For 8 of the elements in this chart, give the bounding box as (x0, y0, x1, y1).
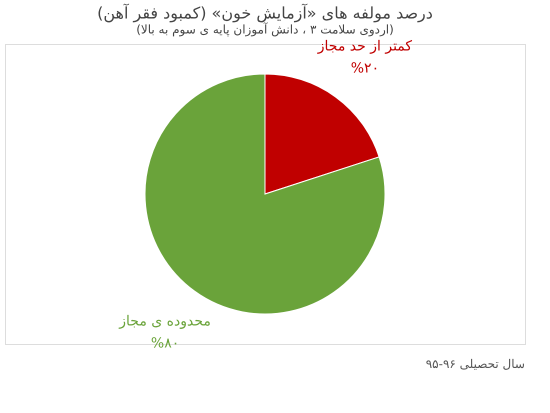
chart-title: درصد مولفه های «آزمایش خون» (کمبود فقر آهن) (97, 2, 433, 22)
slice-label: کمتر از حد مجاز (316, 38, 412, 54)
slice-label: محدوده ی مجاز (118, 314, 211, 330)
data-label: %۲۰ (350, 60, 380, 76)
chart-subtitle: (اردوی سلامت ۳ ، دانش آموزان پایه ی سوم به بالا) (136, 21, 394, 36)
pie-slice (144, 74, 386, 314)
data-label: %۸۰ (150, 336, 180, 352)
text: سال تحصیلی ۹۶-۹۵ (426, 357, 525, 371)
